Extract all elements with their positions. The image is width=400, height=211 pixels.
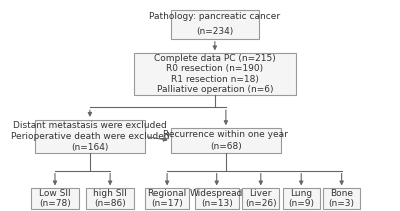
Text: Recurrence within one year: Recurrence within one year bbox=[164, 130, 288, 139]
Text: (n=78): (n=78) bbox=[39, 199, 71, 208]
Text: (n=26): (n=26) bbox=[245, 199, 277, 208]
FancyBboxPatch shape bbox=[242, 188, 279, 209]
Text: R0 resection (n=190): R0 resection (n=190) bbox=[166, 64, 264, 73]
Text: Liver: Liver bbox=[250, 189, 272, 198]
Text: (n=68): (n=68) bbox=[210, 142, 242, 151]
Text: (n=86): (n=86) bbox=[94, 199, 126, 208]
Text: Complete data PC (n=215): Complete data PC (n=215) bbox=[154, 54, 276, 63]
FancyBboxPatch shape bbox=[31, 188, 79, 209]
FancyBboxPatch shape bbox=[134, 53, 296, 95]
FancyBboxPatch shape bbox=[323, 188, 360, 209]
Text: Pathology: pancreatic cancer: Pathology: pancreatic cancer bbox=[149, 12, 280, 22]
FancyBboxPatch shape bbox=[283, 188, 320, 209]
Text: Palliative operation (n=6): Palliative operation (n=6) bbox=[157, 85, 273, 94]
Text: (n=234): (n=234) bbox=[196, 27, 234, 36]
FancyBboxPatch shape bbox=[86, 188, 134, 209]
Text: Widespread: Widespread bbox=[190, 189, 243, 198]
FancyBboxPatch shape bbox=[171, 10, 259, 39]
Text: (n=164): (n=164) bbox=[71, 143, 108, 152]
Text: (n=17): (n=17) bbox=[151, 199, 183, 208]
FancyBboxPatch shape bbox=[171, 128, 281, 153]
Text: Distant metastasis were excluded: Distant metastasis were excluded bbox=[13, 121, 167, 130]
Text: Bone: Bone bbox=[330, 189, 353, 198]
FancyBboxPatch shape bbox=[145, 188, 189, 209]
Text: (n=9): (n=9) bbox=[288, 199, 314, 208]
Text: high SII: high SII bbox=[93, 189, 127, 198]
FancyBboxPatch shape bbox=[195, 188, 239, 209]
Text: Regional: Regional bbox=[148, 189, 187, 198]
Text: Perioperative death were excluded: Perioperative death were excluded bbox=[10, 132, 169, 141]
Text: Lung: Lung bbox=[290, 189, 312, 198]
Text: (n=3): (n=3) bbox=[329, 199, 355, 208]
FancyBboxPatch shape bbox=[35, 120, 145, 153]
Text: (n=13): (n=13) bbox=[201, 199, 232, 208]
Text: R1 resection n=18): R1 resection n=18) bbox=[171, 75, 259, 84]
Text: Low SII: Low SII bbox=[39, 189, 71, 198]
